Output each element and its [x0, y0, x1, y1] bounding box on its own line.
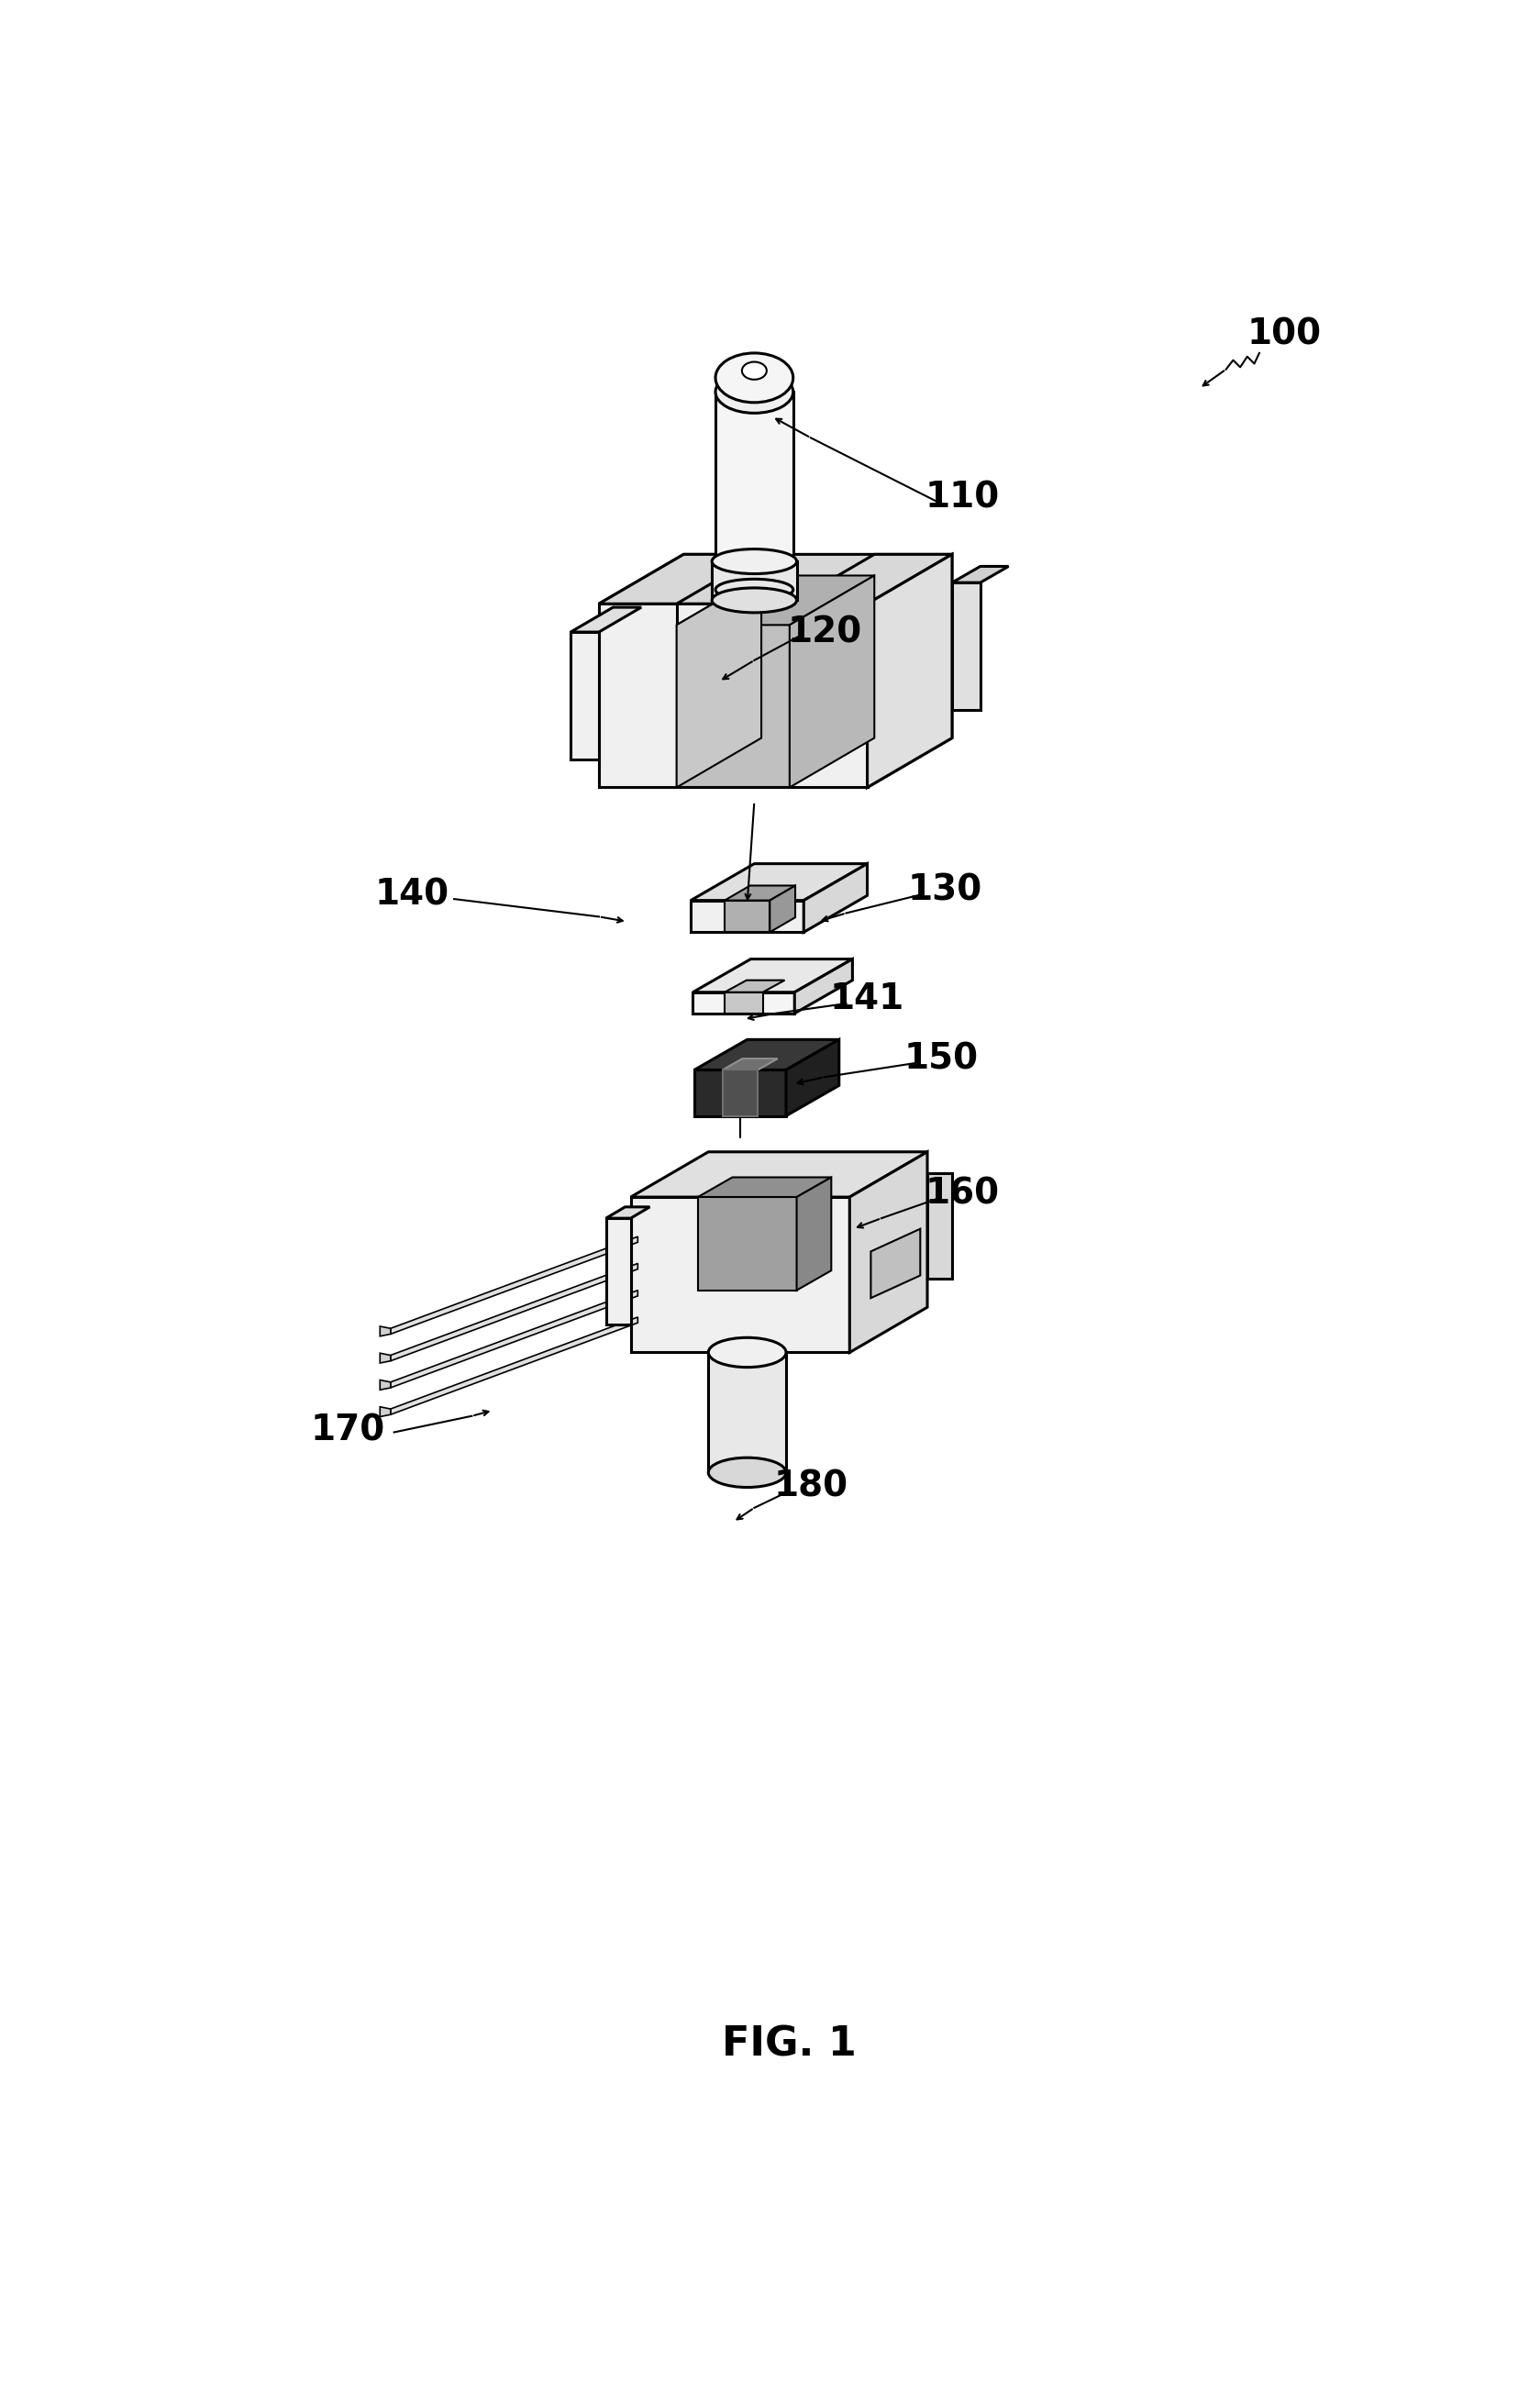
Polygon shape — [380, 1406, 391, 1418]
Polygon shape — [676, 577, 875, 624]
Polygon shape — [790, 555, 952, 603]
Polygon shape — [790, 577, 875, 786]
Polygon shape — [867, 555, 952, 786]
Ellipse shape — [711, 548, 796, 574]
Polygon shape — [605, 1206, 650, 1218]
Text: 110: 110 — [926, 481, 999, 515]
Polygon shape — [790, 603, 867, 786]
Polygon shape — [708, 1354, 785, 1473]
Polygon shape — [693, 991, 795, 1013]
Ellipse shape — [711, 589, 796, 612]
Text: FIG. 1: FIG. 1 — [722, 2026, 856, 2064]
Text: 170: 170 — [311, 1413, 385, 1446]
Polygon shape — [927, 1172, 952, 1280]
Polygon shape — [725, 886, 795, 901]
Polygon shape — [380, 1354, 391, 1363]
Polygon shape — [952, 567, 1009, 581]
Polygon shape — [599, 555, 761, 603]
Polygon shape — [631, 1151, 927, 1196]
Polygon shape — [867, 555, 952, 786]
Polygon shape — [725, 991, 762, 1013]
Polygon shape — [571, 608, 641, 631]
Polygon shape — [722, 1058, 778, 1070]
Polygon shape — [599, 603, 867, 786]
Ellipse shape — [708, 1458, 785, 1487]
Polygon shape — [391, 1289, 638, 1387]
Text: 180: 180 — [773, 1470, 849, 1504]
Polygon shape — [676, 577, 761, 786]
Polygon shape — [716, 391, 793, 589]
Text: 140: 140 — [374, 877, 450, 913]
Polygon shape — [698, 1177, 832, 1196]
Polygon shape — [725, 979, 785, 991]
Polygon shape — [380, 1380, 391, 1389]
Polygon shape — [391, 1237, 638, 1334]
Polygon shape — [711, 562, 796, 601]
Text: 120: 120 — [787, 615, 862, 651]
Ellipse shape — [716, 372, 793, 412]
Ellipse shape — [708, 1337, 785, 1368]
Text: 141: 141 — [830, 982, 904, 1018]
Polygon shape — [795, 958, 853, 1013]
Polygon shape — [391, 1263, 638, 1361]
Polygon shape — [722, 1070, 758, 1115]
Polygon shape — [850, 1151, 927, 1354]
Polygon shape — [571, 631, 599, 760]
Polygon shape — [698, 1196, 796, 1289]
Polygon shape — [605, 1218, 631, 1325]
Text: 160: 160 — [926, 1177, 999, 1211]
Polygon shape — [770, 886, 795, 932]
Ellipse shape — [716, 353, 793, 403]
Polygon shape — [695, 1070, 785, 1115]
Polygon shape — [785, 1039, 839, 1115]
Text: 100: 100 — [1247, 317, 1321, 350]
Ellipse shape — [742, 362, 767, 379]
Polygon shape — [796, 1177, 832, 1289]
Polygon shape — [676, 624, 790, 786]
Text: 150: 150 — [904, 1041, 978, 1077]
Polygon shape — [693, 958, 853, 991]
Text: 130: 130 — [907, 872, 983, 908]
Ellipse shape — [716, 579, 793, 601]
Polygon shape — [631, 1196, 850, 1354]
Polygon shape — [725, 901, 770, 932]
Polygon shape — [870, 1230, 921, 1299]
Polygon shape — [691, 863, 867, 901]
Polygon shape — [952, 581, 981, 710]
Polygon shape — [695, 1039, 839, 1070]
Polygon shape — [599, 555, 952, 603]
Polygon shape — [804, 863, 867, 932]
Polygon shape — [380, 1327, 391, 1337]
Polygon shape — [391, 1318, 638, 1416]
Polygon shape — [599, 603, 676, 786]
Polygon shape — [691, 901, 804, 932]
